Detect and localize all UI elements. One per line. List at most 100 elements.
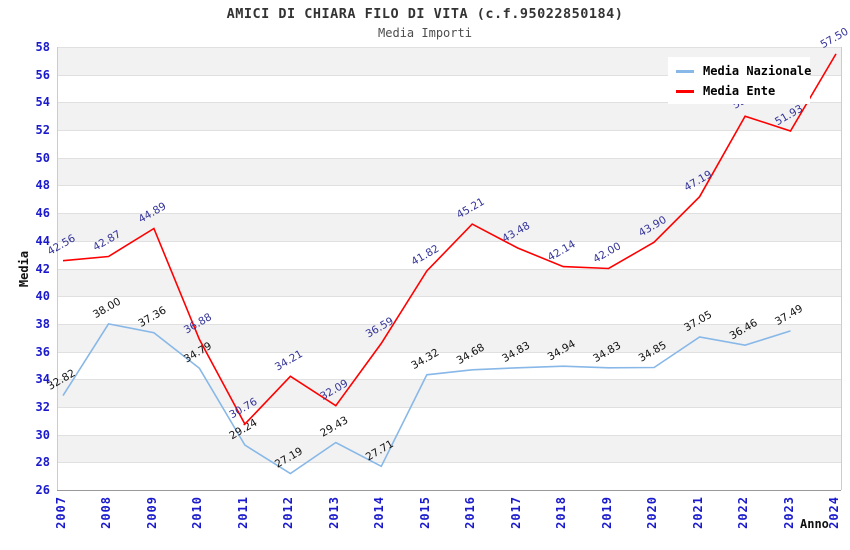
x-tick-label: 2016 (463, 496, 478, 529)
y-tick-label: 54 (35, 95, 50, 110)
grid-band (58, 296, 841, 324)
grid-band (58, 379, 841, 407)
x-tick-label: 2013 (326, 496, 341, 529)
gridline (58, 379, 841, 380)
point-label: 34.83 (591, 339, 623, 364)
gridline (58, 213, 841, 214)
x-tick-label: 2007 (54, 496, 68, 529)
point-label: 38.00 (91, 296, 123, 321)
grid-band (58, 240, 841, 269)
y-tick-label: 56 (35, 67, 50, 82)
gridline (58, 241, 841, 242)
gridline (58, 407, 841, 408)
gridline (58, 296, 841, 297)
chart-subtitle: Media Importi (378, 26, 472, 40)
grid-band (58, 185, 841, 214)
gridline (58, 158, 841, 159)
grid-band (58, 406, 841, 435)
y-tick-label: 38 (35, 316, 50, 331)
point-label: 44.89 (136, 200, 168, 225)
x-tick-label: 2012 (281, 496, 296, 529)
point-label: 32.82 (45, 367, 77, 392)
gridline (58, 47, 841, 48)
x-tick-label: 2009 (144, 496, 159, 529)
line-swatch-icon (676, 89, 694, 93)
point-label: 45.21 (455, 196, 487, 221)
y-tick-label: 48 (35, 178, 50, 193)
line-swatch-icon (676, 69, 694, 73)
grid-band (58, 213, 841, 241)
point-label: 42.56 (45, 232, 77, 258)
y-tick-label: 52 (35, 123, 50, 138)
point-label: 36.88 (182, 311, 214, 336)
point-label: 34.79 (182, 340, 214, 365)
point-label: 27.71 (364, 438, 396, 463)
x-tick-label: 2014 (372, 496, 387, 529)
gridline (58, 102, 841, 103)
y-tick-label: 46 (35, 206, 50, 221)
y-tick-label: 58 (35, 40, 50, 54)
grid-band (58, 268, 841, 297)
point-label: 32.09 (318, 377, 350, 402)
point-label: 34.83 (500, 339, 532, 364)
x-tick-label: 2018 (554, 496, 569, 529)
point-label: 37.36 (136, 304, 168, 330)
point-label: 43.48 (500, 220, 532, 245)
y-tick-label: 34 (35, 372, 50, 387)
x-axis-line (57, 490, 841, 491)
x-tick-label: 2019 (599, 496, 614, 529)
point-label: 36.46 (728, 317, 760, 343)
point-label: 36.59 (364, 315, 396, 340)
point-label: 37.49 (773, 303, 805, 328)
gridline (58, 324, 841, 325)
chart-title: AMICI DI CHIARA FILO DI VITA (c.f.950228… (226, 6, 624, 22)
plot-area: 32.82 38.00 37.36 34.79 29.24 27.19 29.43 27.71… (45, 26, 850, 490)
x-tick-label: 2008 (99, 496, 114, 529)
grid-band (58, 434, 841, 463)
series-line-media-ente (62, 53, 837, 426)
legend: Media Nazionale Media Ente (668, 57, 811, 104)
legend-item-media-ente: Media Ente (676, 84, 802, 98)
y-tick-label: 26 (35, 483, 50, 497)
x-tick-label: 2021 (690, 496, 705, 529)
grid-band (58, 351, 841, 380)
gridline (58, 352, 841, 353)
y-tick-label: 32 (35, 399, 50, 414)
x-tick-label: 2023 (781, 496, 796, 529)
y-tick-label: 42 (35, 261, 50, 276)
point-label: 51.93 (773, 103, 805, 128)
x-tick-label: 2015 (417, 496, 432, 529)
y-tick-label: 50 (35, 150, 50, 165)
series-line-media-nazionale (62, 323, 791, 475)
x-axis-title: Anno (800, 517, 829, 531)
point-label: 34.21 (273, 348, 305, 373)
grid-band (58, 130, 841, 158)
gridline (58, 269, 841, 270)
legend-label: Media Ente (703, 84, 776, 98)
x-tick-label: 2017 (508, 496, 523, 529)
point-label: 43.90 (637, 214, 669, 239)
legend-item-media-nazionale: Media Nazionale (676, 64, 811, 78)
point-label: 34.94 (546, 338, 578, 364)
x-tick-label: 2011 (235, 496, 250, 529)
y-tick-label: 28 (35, 455, 50, 470)
point-label: 42.00 (591, 240, 623, 265)
grid-band (58, 462, 841, 490)
point-label: 41.82 (409, 243, 441, 268)
y-tick-label: 30 (35, 427, 50, 442)
legend-label: Media Nazionale (703, 64, 812, 78)
point-label: 42.14 (546, 238, 578, 264)
gridline (58, 185, 841, 186)
gridline (58, 462, 841, 463)
point-label: 34.32 (409, 346, 441, 371)
x-tick-label: 2010 (190, 496, 205, 529)
y-tick-label: 44 (35, 233, 50, 248)
gridline (58, 435, 841, 436)
y-tick-label: 40 (35, 289, 50, 304)
point-label: 29.43 (318, 414, 350, 439)
gridline (58, 75, 841, 76)
x-tick-label: 2020 (645, 496, 660, 529)
grid-band (58, 323, 841, 352)
